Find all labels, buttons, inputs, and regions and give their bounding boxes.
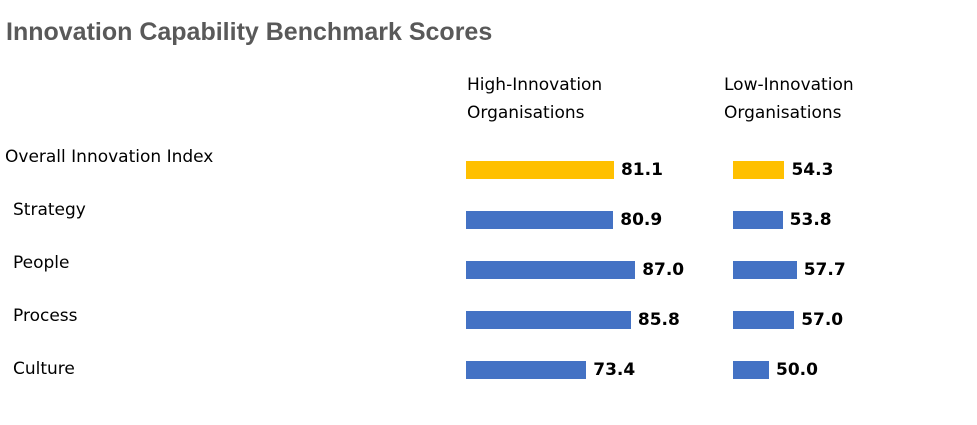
category-label: Strategy bbox=[13, 200, 86, 220]
category-label: People bbox=[13, 253, 70, 273]
bar bbox=[466, 311, 631, 329]
bar bbox=[733, 161, 785, 179]
category-label: Overall Innovation Index bbox=[5, 147, 214, 167]
series-header: High-Innovation Organisations bbox=[467, 75, 603, 123]
value-label: 50.0 bbox=[776, 360, 818, 380]
bar bbox=[466, 261, 636, 279]
bar bbox=[733, 361, 769, 379]
category-label: Culture bbox=[13, 359, 75, 379]
bar bbox=[733, 311, 795, 329]
category-label: Process bbox=[13, 306, 78, 326]
value-label: 85.8 bbox=[637, 310, 680, 330]
series-header: Low-Innovation Organisations bbox=[724, 75, 854, 123]
value-label: 80.9 bbox=[620, 210, 663, 230]
value-label: 81.1 bbox=[620, 160, 663, 180]
value-label: 73.4 bbox=[593, 360, 636, 380]
bar bbox=[466, 211, 614, 229]
value-label: 57.0 bbox=[801, 310, 844, 330]
value-label: 54.3 bbox=[791, 160, 834, 180]
value-label: 87.0 bbox=[642, 260, 685, 280]
bar bbox=[733, 211, 783, 229]
bar bbox=[466, 161, 614, 179]
value-label: 53.8 bbox=[789, 210, 832, 230]
value-label: 57.7 bbox=[803, 260, 846, 280]
bar bbox=[733, 261, 797, 279]
chart-title: Innovation Capability Benchmark Scores bbox=[6, 18, 493, 46]
bar bbox=[466, 361, 587, 379]
